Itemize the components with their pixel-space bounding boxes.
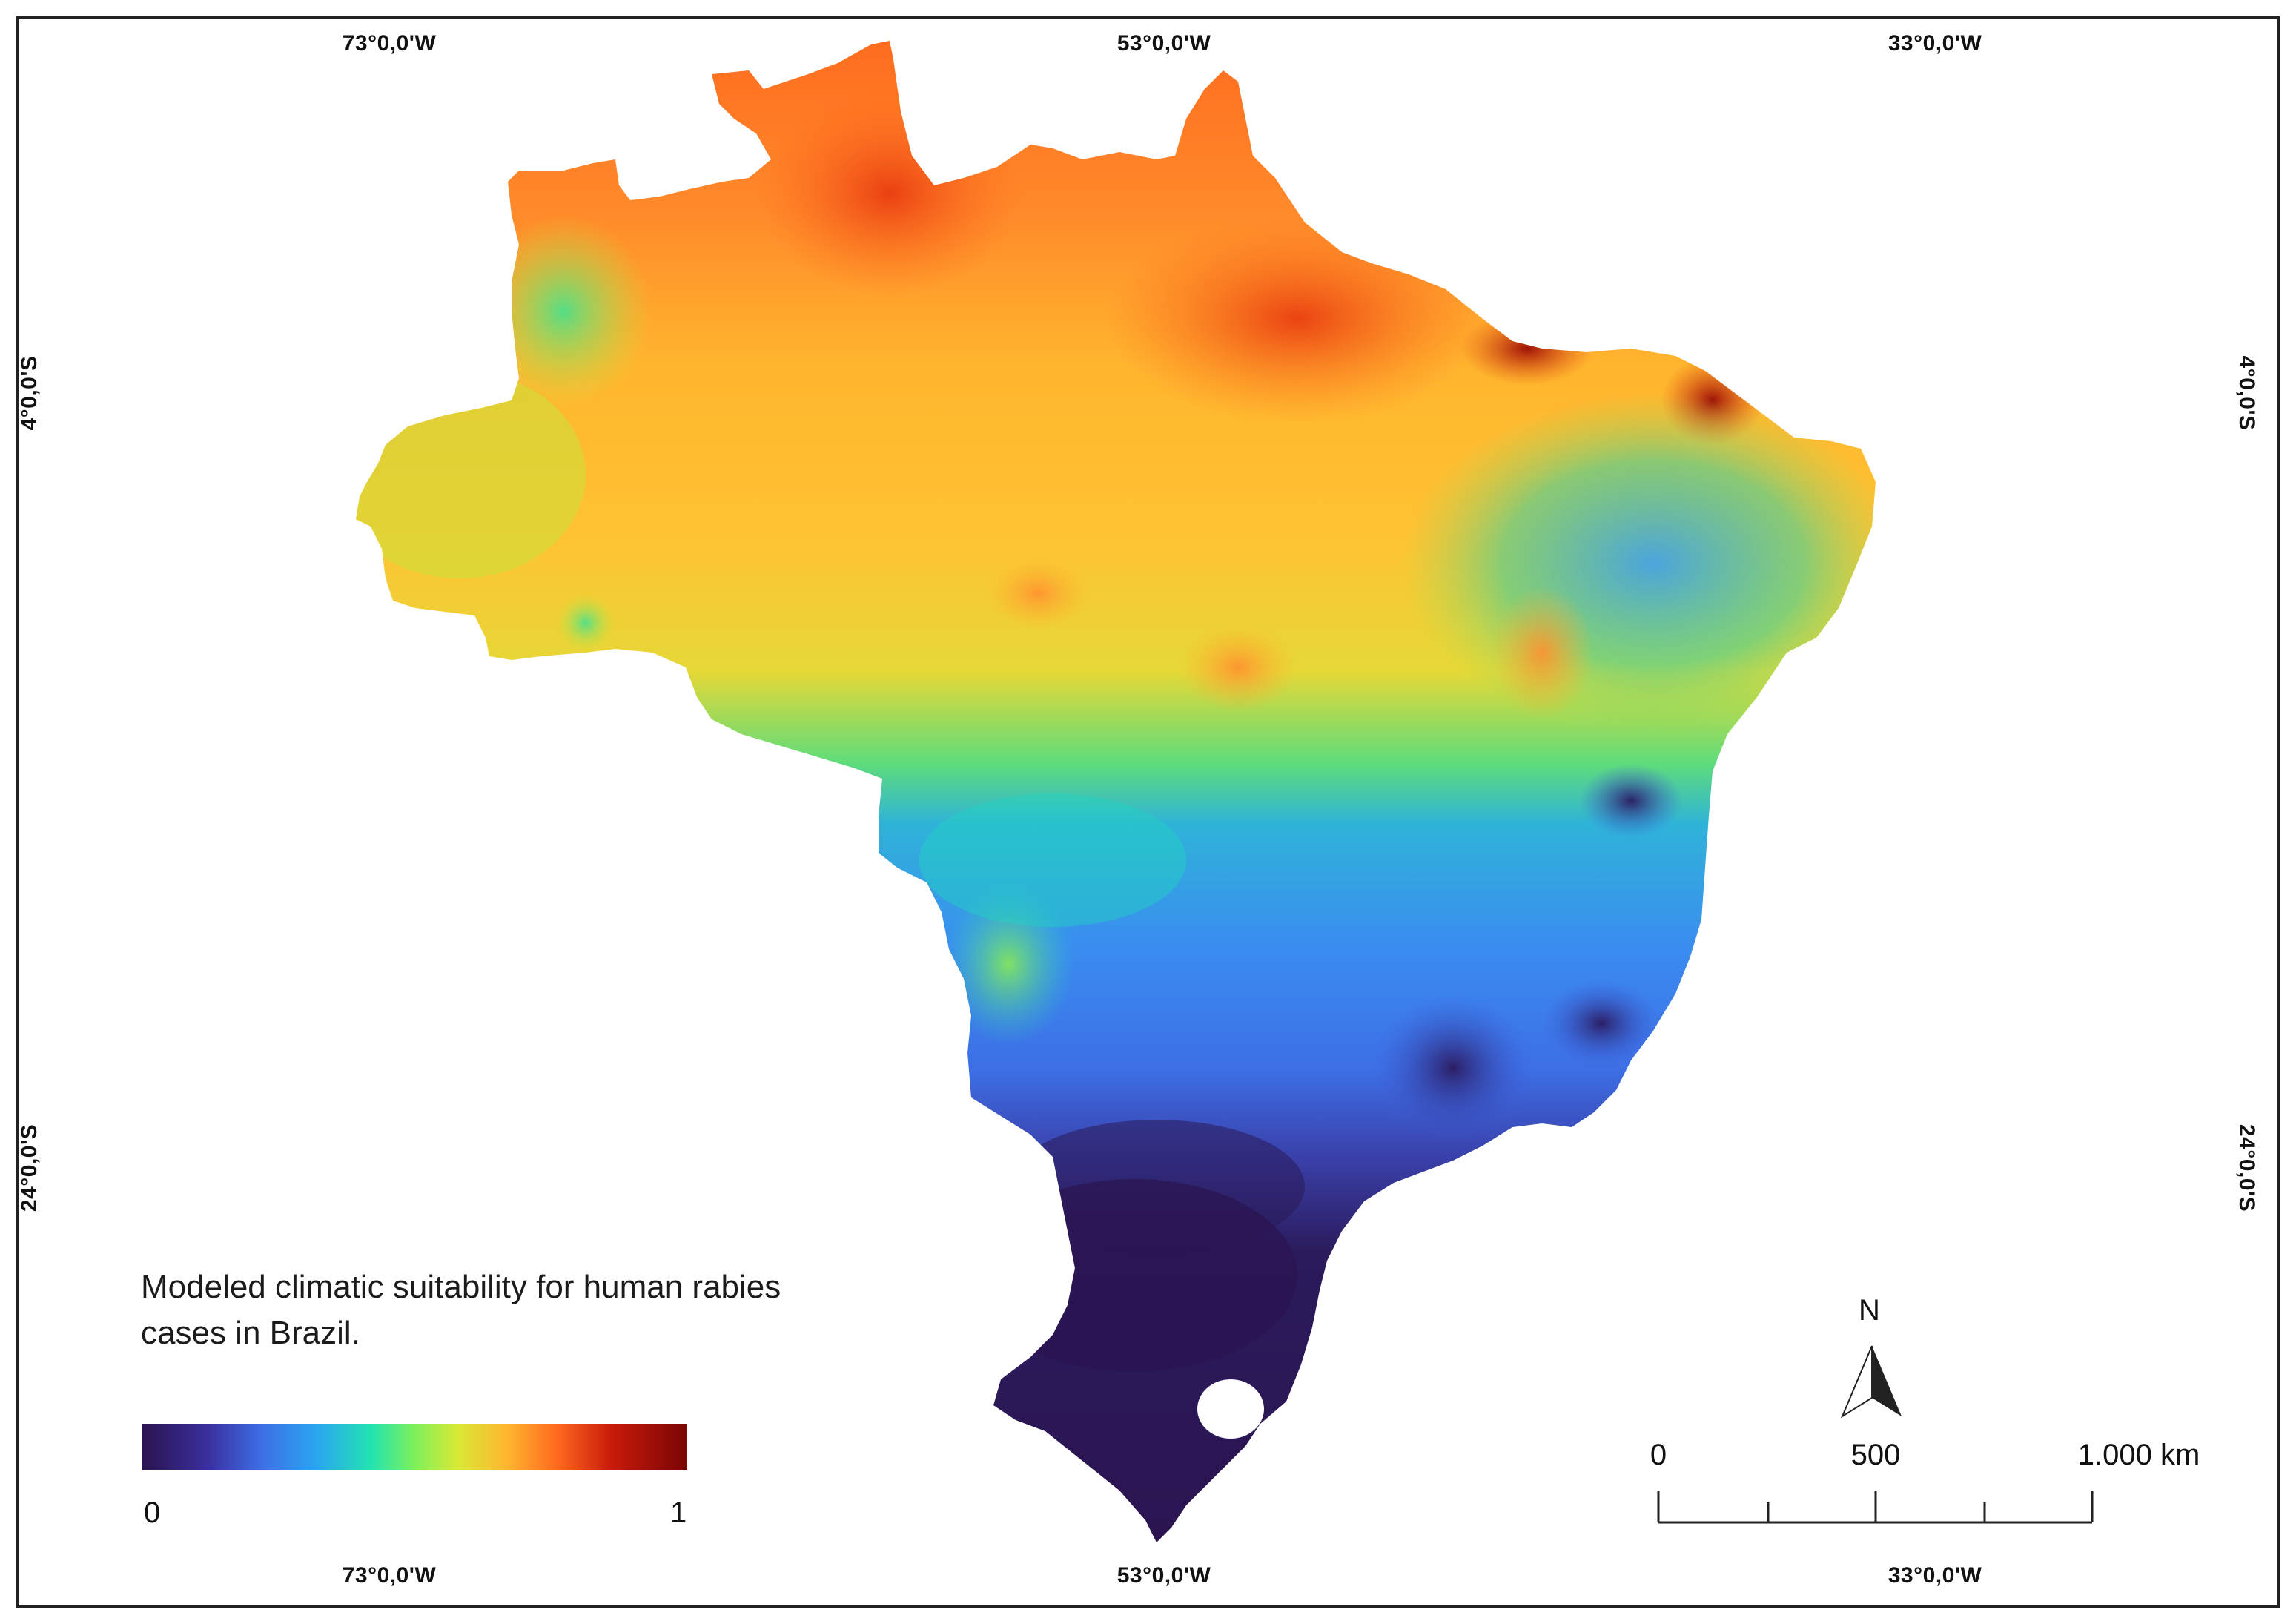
map-title: Modeled climatic suitability for human r… xyxy=(141,1269,781,1351)
north-label: N xyxy=(1859,1294,1880,1327)
lon-label-top-73w: 73°0,0'W xyxy=(342,31,437,56)
map-frame xyxy=(16,16,2280,1608)
lon-label-bottom-33w: 33°0,0'W xyxy=(1888,1563,1982,1588)
scale-label-1000km: 1.000 km xyxy=(2077,1439,2200,1471)
lon-label-bottom-73w: 73°0,0'W xyxy=(342,1563,437,1588)
scale-label-500: 500 xyxy=(1850,1439,1901,1471)
north-arrow-icon xyxy=(1840,1345,1902,1419)
legend-max-label: 1 xyxy=(670,1496,687,1529)
legend-min-label: 0 xyxy=(144,1496,161,1529)
lon-label-top-33w: 33°0,0'W xyxy=(1888,31,1982,56)
lon-label-bottom-53w: 53°0,0'W xyxy=(1116,1563,1211,1588)
lon-label-top-53w: 53°0,0'W xyxy=(1116,31,1211,56)
scale-bar xyxy=(1657,1491,2094,1524)
legend-colorbar xyxy=(142,1424,687,1470)
scale-label-0: 0 xyxy=(1650,1439,1667,1471)
